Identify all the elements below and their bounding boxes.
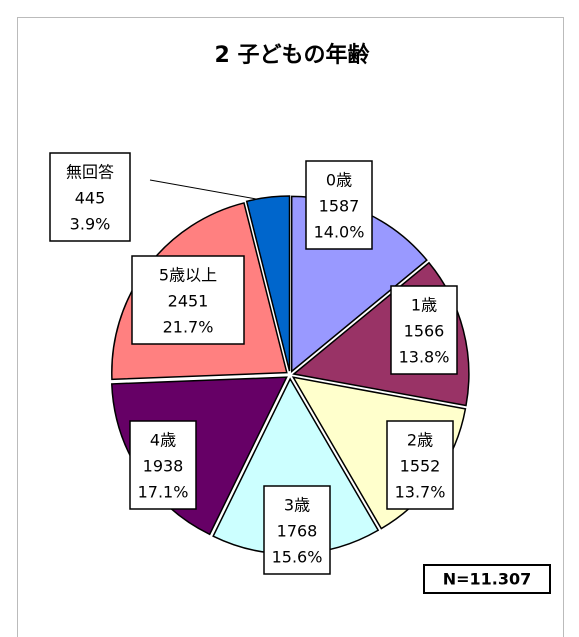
slice-category: 1歳 — [411, 296, 437, 315]
slice-percent: 17.1% — [138, 483, 189, 502]
slice-percent: 13.7% — [395, 483, 446, 502]
slice-category: 5歳以上 — [159, 266, 217, 285]
slice-value: 1552 — [400, 457, 441, 476]
note-box — [423, 564, 551, 594]
slice-value: 1768 — [277, 522, 318, 541]
slice-category: 4歳 — [150, 431, 176, 450]
pie-slice — [245, 195, 291, 372]
slice-value: 445 — [75, 189, 106, 208]
slice-value: 2451 — [168, 292, 209, 311]
slice-category: 3歳 — [284, 496, 310, 515]
slice-category: 2歳 — [407, 431, 433, 450]
label-box — [263, 485, 331, 575]
label-box — [131, 255, 245, 345]
slice-percent: 15.6% — [272, 548, 323, 567]
slice-value: 1938 — [143, 457, 184, 476]
slice-percent: 21.7% — [163, 318, 214, 337]
label-box — [386, 420, 454, 510]
label-box — [129, 420, 197, 510]
slice-percent: 13.8% — [399, 348, 450, 367]
slice-category: 0歳 — [326, 171, 352, 190]
label-box — [305, 160, 373, 250]
slice-category: 無回答 — [66, 163, 114, 182]
slice-percent: 3.9% — [70, 215, 111, 234]
label-box — [390, 285, 458, 375]
note: N=11.307 — [443, 570, 532, 589]
slice-percent: 14.0% — [314, 223, 365, 242]
label-box — [49, 152, 131, 242]
slice-value: 1566 — [404, 322, 445, 341]
leader-line — [149, 179, 263, 201]
chart-title: 2 子どもの年齢 — [215, 42, 371, 68]
slice-value: 1587 — [319, 197, 360, 216]
